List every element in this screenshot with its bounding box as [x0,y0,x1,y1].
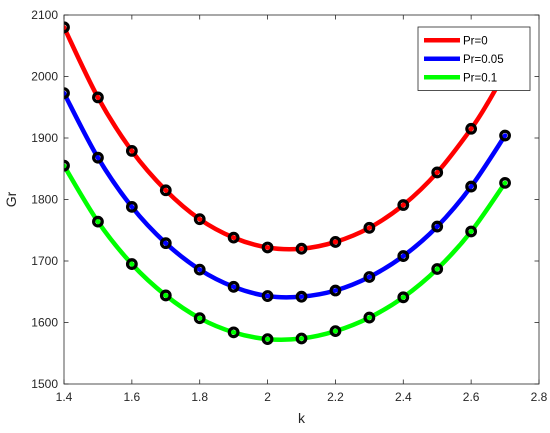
y-tick-label: 1600 [31,316,58,330]
data-point-1-3 [125,145,138,157]
data-point-1-9 [329,236,342,248]
data-point-1-7 [261,241,274,254]
data-point-1-6 [227,231,240,244]
y-tick-label: 1700 [31,254,58,268]
data-point-3-14 [499,176,511,189]
x-tick-label: 1.4 [56,390,73,404]
data-point-2-14 [499,129,511,142]
data-point-1-11 [397,199,410,211]
data-point-3-7 [261,333,274,346]
data-point-1-4 [159,184,172,197]
data-point-2-11 [397,250,410,262]
x-tick-label: 2 [264,390,271,404]
data-point-2-6 [227,280,240,293]
y-tick-label: 2100 [31,8,58,22]
data-point-3-6 [227,326,240,339]
data-point-3-4 [159,289,172,302]
y-tick-label: 1800 [31,193,58,207]
y-axis-label: Gr [3,191,19,207]
y-tick-label: 2000 [31,70,58,84]
data-point-2-9 [329,284,342,297]
data-point-1-13 [465,122,478,135]
data-point-3-5 [193,312,206,325]
x-tick-label: 2.6 [463,390,480,404]
data-point-2-8 [295,290,308,303]
data-point-3-12 [431,263,444,275]
data-point-2-4 [159,237,172,250]
data-point-1-2 [92,91,104,104]
legend-label-3: Pr=0.1 [463,72,497,84]
data-point-3-9 [329,325,342,338]
data-point-2-12 [431,220,444,233]
x-axis-label: k [298,410,306,426]
data-point-3-2 [92,215,104,228]
data-point-2-2 [92,151,104,164]
data-point-3-8 [295,332,308,345]
y-tick-label: 1500 [31,377,58,391]
x-tick-label: 1.8 [191,390,208,404]
data-point-2-10 [363,271,376,283]
data-point-2-13 [465,180,478,193]
data-point-3-3 [125,258,138,270]
data-point-3-11 [397,291,410,304]
x-tick-label: 2.8 [531,390,548,404]
data-point-3-13 [465,225,478,238]
data-point-1-10 [363,221,376,234]
data-point-1-12 [431,166,444,179]
data-point-1-8 [295,242,308,255]
y-tick-label: 1900 [31,131,58,145]
data-point-3-10 [363,311,376,324]
legend-label-2: Pr=0.05 [463,54,504,66]
data-point-2-5 [193,263,206,276]
legend-label-1: Pr=0 [463,35,488,47]
data-point-2-3 [125,200,138,213]
data-point-2-7 [261,290,274,302]
x-tick-label: 1.6 [124,390,141,404]
x-tick-label: 2.2 [327,390,344,404]
series-line-1 [64,25,508,252]
x-tick-label: 2.4 [395,390,412,404]
data-point-1-5 [193,213,206,226]
